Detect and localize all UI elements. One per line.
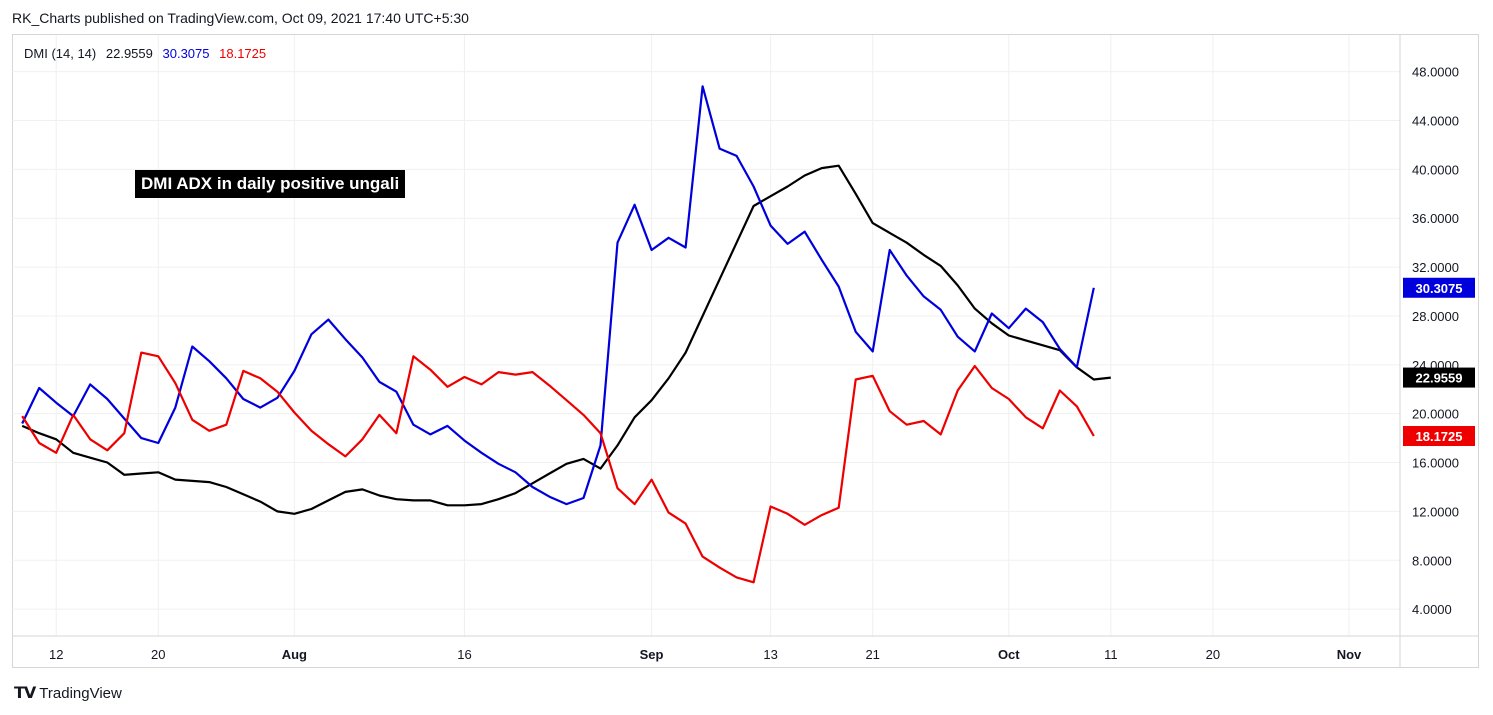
last-value-badge <box>1403 367 1475 388</box>
last-value-badge <box>1403 277 1475 298</box>
y-tick-label: 28.0000 <box>1412 309 1459 324</box>
legend-minus-di-value: 18.1725 <box>219 46 267 61</box>
footer-brand-label: TradingView <box>39 684 122 702</box>
x-tick-label: 11 <box>1104 647 1118 662</box>
tradingview-logo-icon: 𝗧𝗩 <box>14 685 36 702</box>
y-tick-label: 40.0000 <box>1412 162 1459 177</box>
y-tick-label: 12.0000 <box>1412 504 1459 519</box>
footer-brand: 𝗧𝗩 TradingView <box>14 683 122 703</box>
y-tick-label: 44.0000 <box>1412 114 1459 129</box>
publisher-header: RK_Charts published on TradingView.com, … <box>12 10 469 26</box>
x-tick-label: 20 <box>151 647 165 662</box>
y-tick-label: 32.0000 <box>1412 260 1459 275</box>
x-tick-label: 13 <box>763 647 777 662</box>
last-value-badge-label: 22.9559 <box>1416 371 1463 386</box>
y-tick-label: 20.0000 <box>1412 407 1459 422</box>
legend-adx-value: 22.9559 <box>105 46 153 61</box>
x-tick-label: Sep <box>640 647 664 662</box>
y-tick-label: 8.0000 <box>1412 553 1452 568</box>
x-tick-label: Aug <box>282 647 307 662</box>
series-line-di <box>21 85 1095 506</box>
chart-frame <box>12 34 1479 668</box>
last-value-badge-label: 30.3075 <box>1416 281 1463 296</box>
indicator-legend: DMI (14, 14) 22.9559 30.3075 18.1725 <box>24 46 272 61</box>
y-tick-label: 4.0000 <box>1412 602 1452 617</box>
x-tick-label: Oct <box>998 647 1020 662</box>
y-tick-label: 16.0000 <box>1412 456 1459 471</box>
series-line-di <box>21 351 1095 584</box>
chart-annotation: DMI ADX in daily positive ungali <box>135 170 406 198</box>
y-tick-label: 36.0000 <box>1412 211 1459 226</box>
x-tick-label: 16 <box>457 647 471 662</box>
last-value-badge <box>1403 426 1475 447</box>
legend-indicator-name: DMI (14, 14) <box>24 46 97 61</box>
y-tick-label: 48.0000 <box>1412 65 1459 80</box>
x-tick-label: 12 <box>49 647 63 662</box>
x-tick-label: 20 <box>1206 647 1220 662</box>
last-value-badge-label: 18.1725 <box>1416 429 1463 444</box>
x-tick-label: Nov <box>1337 647 1362 662</box>
x-tick-label: 21 <box>865 647 879 662</box>
legend-plus-di-value: 30.3075 <box>162 46 210 61</box>
series-line-adx <box>21 164 1111 515</box>
